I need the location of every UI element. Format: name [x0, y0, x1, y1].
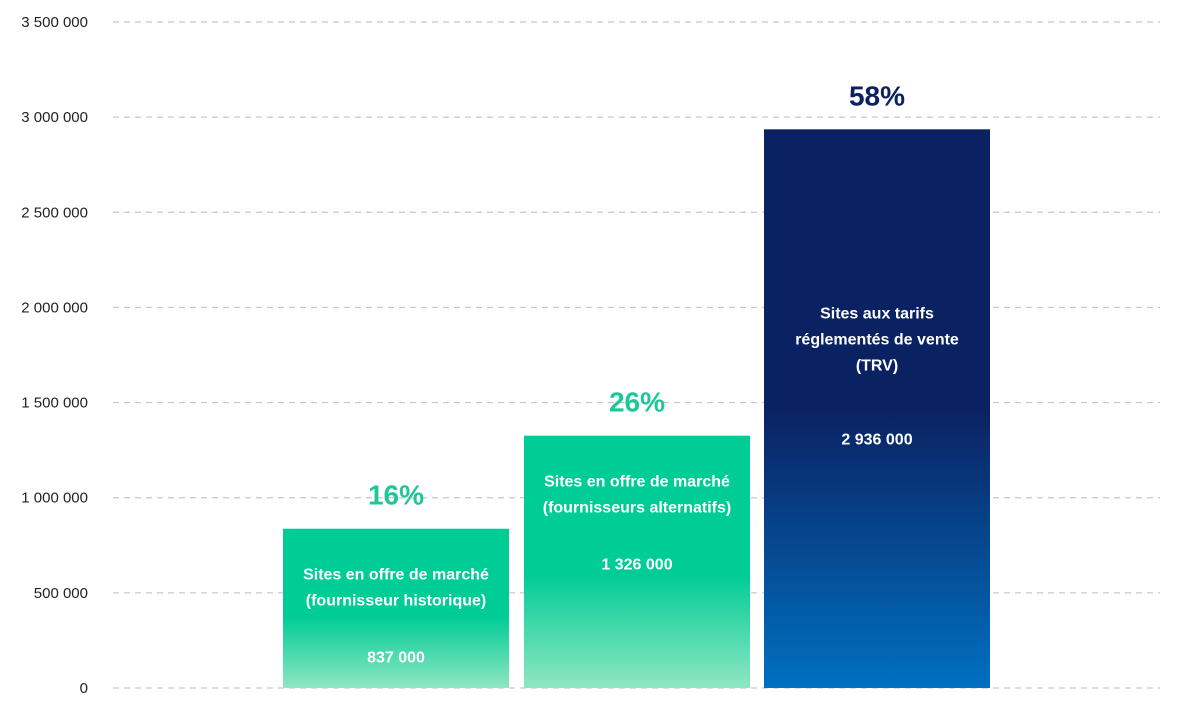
- bar-category-label: Sites en offre de marché: [544, 474, 730, 491]
- bar-category-label: Sites en offre de marché: [303, 567, 489, 584]
- y-axis-tick-labels: 0 500 000 1 000 000 1 500 000 2 000 000 2 500…: [21, 14, 88, 697]
- bar-value-label: 1 326 000: [601, 557, 672, 574]
- y-tick-label: 2 500 000: [21, 204, 88, 221]
- bar-value-label: 2 936 000: [841, 431, 912, 448]
- y-tick-label: 3 000 000: [21, 109, 88, 126]
- bar-category-label: (fournisseurs alternatifs): [543, 500, 731, 517]
- y-tick-label: 3 500 000: [21, 14, 88, 31]
- y-tick-label: 0: [80, 680, 88, 697]
- bar-category-label: (fournisseur historique): [306, 593, 486, 610]
- bar-category-label: Sites aux tarifs: [820, 305, 934, 322]
- y-tick-label: 1 000 000: [21, 490, 88, 507]
- bar-category-label: (TRV): [856, 357, 898, 374]
- bar: [764, 129, 990, 688]
- bar-category-label: réglementés de vente: [795, 331, 959, 348]
- bar: [283, 528, 509, 688]
- y-tick-label: 500 000: [34, 585, 88, 602]
- bar-percent-label: 16%: [368, 480, 424, 511]
- y-tick-label: 1 500 000: [21, 395, 88, 412]
- bar-group: 16% Sites en offre de marché (fournisseur …: [283, 480, 509, 688]
- bar-percent-label: 26%: [609, 387, 665, 418]
- bar: [524, 435, 750, 688]
- bar-value-label: 837 000: [367, 650, 425, 667]
- bars: 16% Sites en offre de marché (fournisseur …: [283, 80, 990, 688]
- bar-percent-label: 58%: [849, 80, 905, 111]
- bar-group: 58% Sites aux tarifs réglementés de vente (…: [764, 80, 990, 688]
- y-tick-label: 2 000 000: [21, 299, 88, 316]
- bar-group: 26% Sites en offre de marché (fournisseurs…: [524, 387, 750, 688]
